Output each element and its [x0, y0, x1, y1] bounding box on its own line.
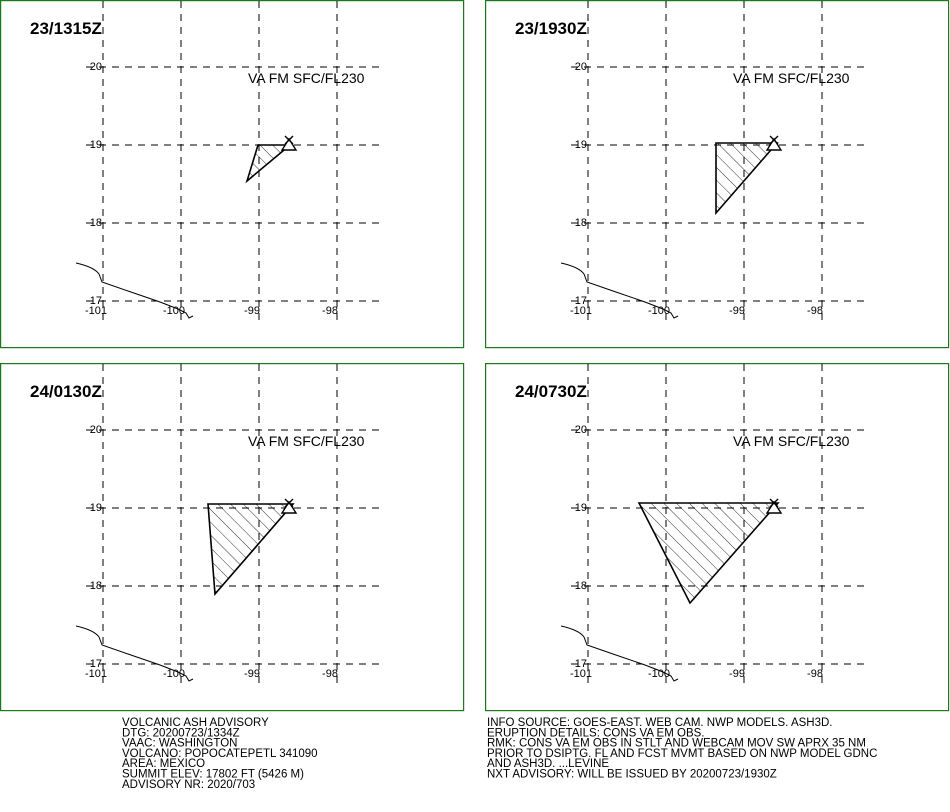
ash-area [715, 142, 779, 216]
advisory-line: INFO SOURCE: GOES-EAST. WEB CAM. NWP MOD… [487, 717, 832, 729]
advisory-line: AREA: MEXICO [122, 758, 205, 770]
lon-label: -100 [163, 305, 185, 317]
lat-label: 19 [90, 139, 102, 151]
ash-area [207, 503, 295, 596]
volcano-marker [284, 498, 294, 508]
lat-label: 19 [575, 139, 587, 151]
lat-label: 20 [90, 424, 102, 436]
lon-label: -101 [85, 305, 107, 317]
lat-label: 17 [575, 658, 587, 670]
lat-label: 17 [575, 295, 587, 307]
lon-label: -100 [163, 668, 185, 680]
advisory-line: ERUPTION DETAILS: CONS VA EM OBS. [487, 727, 704, 739]
lat-label: 20 [90, 61, 102, 73]
panel-border [0, 363, 465, 712]
time-label: 24/0130Z [30, 382, 102, 401]
volcano-symbol [765, 137, 783, 151]
lat-label: 18 [90, 580, 102, 592]
lon-label: -101 [570, 668, 592, 680]
panel-border [485, 0, 950, 349]
time-label: 23/1930Z [515, 19, 587, 38]
coastline [560, 262, 679, 319]
lon-label: -99 [729, 305, 745, 317]
lon-label: -98 [807, 668, 823, 680]
volcano-marker [284, 135, 294, 145]
lon-label: -100 [648, 305, 670, 317]
lat-label: 17 [90, 295, 102, 307]
lon-label: -99 [244, 668, 260, 680]
lat-label: 18 [90, 217, 102, 229]
advisory-line: PRIOR TO DSIPTG. FL AND FCST MVMT BASED … [487, 748, 877, 760]
time-label: 23/1315Z [30, 19, 102, 38]
lat-label: 20 [575, 61, 587, 73]
ash-area [245, 144, 293, 184]
advisory-line: VAAC: WASHINGTON [122, 738, 237, 750]
ash-area [637, 502, 780, 605]
advisory-line: VOLCANO: POPOCATEPETL 341090 [122, 748, 318, 760]
volcano-symbol [280, 137, 298, 151]
advisory-line: NXT ADVISORY: WILL BE ISSUED BY 20200723… [487, 769, 777, 781]
map-panel: 20 19 18 17-101 -100 -99 -98 24/0730Z VA FM SFC/… [485, 363, 950, 712]
lon-label: -98 [322, 305, 338, 317]
time-label: 24/0730Z [515, 382, 587, 401]
map-panel: 20 19 18 17-101 -100 -99 -98 23/1930Z VA FM SFC/… [485, 0, 950, 349]
level-label: VA FM SFC/FL230 [733, 433, 850, 449]
coastline [75, 625, 194, 682]
coastline [560, 625, 679, 682]
advisory-line: RMK: CONS VA EM OBS IN STLT AND WEBCAM M… [487, 738, 866, 750]
lat-label: 17 [90, 658, 102, 670]
volcano-symbol [280, 500, 298, 514]
lat-label: 19 [575, 502, 587, 514]
lon-label: -101 [85, 668, 107, 680]
level-label: VA FM SFC/FL230 [248, 70, 365, 86]
level-label: VA FM SFC/FL230 [733, 70, 850, 86]
lon-label: -98 [322, 668, 338, 680]
advisory-line: ADVISORY NR: 2020/703 [122, 779, 255, 791]
panel-border [485, 363, 950, 712]
level-label: VA FM SFC/FL230 [248, 433, 365, 449]
advisory-line: VOLCANIC ASH ADVISORY [122, 717, 269, 729]
coastline [75, 262, 194, 319]
volcano-marker [769, 135, 779, 145]
volcano-symbol [765, 500, 783, 514]
advisory-line: DTG: 20200723/1334Z [122, 727, 240, 739]
lon-label: -99 [244, 305, 260, 317]
lat-label: 20 [575, 424, 587, 436]
advisory-line: SUMMIT ELEV: 17802 FT (5426 M) [122, 769, 304, 781]
lon-label: -101 [570, 305, 592, 317]
panel-border [0, 0, 465, 349]
lon-label: -98 [807, 305, 823, 317]
lat-label: 19 [90, 502, 102, 514]
lon-label: -100 [648, 668, 670, 680]
map-panel: 20 19 18 17-101 -100 -99 -98 24/0130Z VA FM SFC/… [0, 363, 465, 712]
lat-label: 18 [575, 580, 587, 592]
lat-label: 18 [575, 217, 587, 229]
volcano-marker [769, 498, 779, 508]
advisory-line: AND ASH3D. ...LEVINE [487, 758, 609, 770]
map-panel: 20 19 18 17-101 -100 -99 -98 23/1315Z VA FM SFC/… [0, 0, 465, 349]
lon-label: -99 [729, 668, 745, 680]
